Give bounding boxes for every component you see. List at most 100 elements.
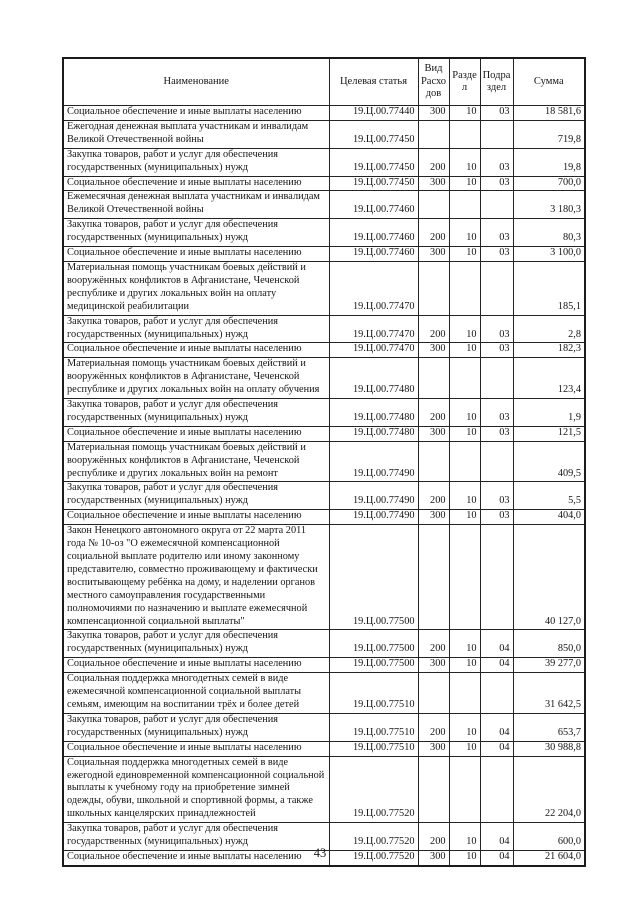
- cell-name: Закупка товаров, работ и услуг для обесп…: [62, 218, 330, 248]
- cell-target-article: 19.Ц.00.77480: [328, 357, 419, 400]
- cell-name: Закупка товаров, работ и услуг для обесп…: [62, 822, 330, 851]
- cell-expense-type: 200: [417, 629, 450, 659]
- table-row: Материальная помощь участникам боевых де…: [62, 440, 586, 483]
- cell-section: [448, 260, 481, 316]
- cell-name: Социальная поддержка многодетных семей в…: [62, 755, 330, 824]
- cell-section: 10: [448, 740, 481, 757]
- cell-subsection: [479, 524, 514, 631]
- table-row: Закупка товаров, работ и услуг для обесп…: [62, 822, 586, 851]
- cell-expense-type: [417, 119, 450, 149]
- cell-target-article: 19.Ц.00.77500: [328, 629, 419, 659]
- cell-target-article: 19.Ц.00.77490: [328, 509, 419, 526]
- cell-subsection: 03: [479, 509, 514, 526]
- cell-section: [448, 672, 481, 714]
- cell-section: 10: [448, 175, 481, 192]
- cell-subsection: 03: [479, 481, 514, 511]
- cell-target-article: 19.Ц.00.77510: [328, 740, 419, 757]
- cell-amount: 18 581,6: [512, 105, 586, 121]
- cell-name: Материальная помощь участникам боевых де…: [62, 440, 330, 483]
- cell-expense-type: 200: [417, 712, 450, 742]
- table-row: Социальное обеспечение и иные выплаты на…: [62, 849, 586, 867]
- table-row: Материальная помощь участникам боевых де…: [62, 260, 586, 316]
- cell-expense-type: 200: [417, 147, 450, 177]
- cell-subsection: 03: [479, 314, 514, 344]
- cell-subsection: [479, 190, 514, 220]
- cell-name: Закупка товаров, работ и услуг для обесп…: [62, 481, 330, 511]
- cell-amount: 1,9: [512, 398, 586, 427]
- cell-amount: 700,0: [512, 175, 586, 192]
- cell-expense-type: 300: [417, 509, 450, 526]
- table-row: Закупка товаров, работ и услуг для обесп…: [62, 147, 586, 177]
- cell-expense-type: [417, 357, 450, 400]
- cell-name: Закупка товаров, работ и услуг для обесп…: [62, 712, 330, 742]
- cell-expense-type: 200: [417, 218, 450, 248]
- table-row: Социальная поддержка многодетных семей в…: [62, 755, 586, 824]
- cell-expense-type: 300: [417, 657, 450, 674]
- table-row: Закупка товаров, работ и услуг для обесп…: [62, 218, 586, 248]
- cell-subsection: 03: [479, 398, 514, 427]
- cell-amount: 30 988,8: [512, 740, 586, 757]
- table-row: Социальное обеспечение и иные выплаты на…: [62, 105, 586, 121]
- cell-name: Социальное обеспечение и иные выплаты на…: [62, 425, 330, 442]
- table-row: Закон Ненецкого автономного округа от 22…: [62, 524, 586, 631]
- table-row: Социальное обеспечение и иные выплаты на…: [62, 657, 586, 674]
- cell-name: Социальная поддержка многодетных семей в…: [62, 672, 330, 714]
- cell-subsection: 04: [479, 740, 514, 757]
- column-header-expense-type: Вид Расходов: [417, 57, 450, 106]
- cell-name: Закупка товаров, работ и услуг для обесп…: [62, 629, 330, 659]
- table-row: Ежегодная денежная выплата участникам и …: [62, 119, 586, 149]
- cell-expense-type: [417, 755, 450, 824]
- cell-expense-type: 300: [417, 105, 450, 121]
- table-row: Социальное обеспечение и иные выплаты на…: [62, 246, 586, 262]
- cell-subsection: 04: [479, 822, 514, 851]
- cell-target-article: 19.Ц.00.77460: [328, 190, 419, 220]
- cell-amount: 19,8: [512, 147, 586, 177]
- cell-name: Ежегодная денежная выплата участникам и …: [62, 119, 330, 149]
- cell-expense-type: 300: [417, 246, 450, 262]
- cell-subsection: 03: [479, 105, 514, 121]
- cell-expense-type: 200: [417, 481, 450, 511]
- cell-amount: 31 642,5: [512, 672, 586, 714]
- cell-subsection: [479, 260, 514, 316]
- column-header-subsection: Подраздел: [479, 57, 514, 106]
- table-row: Закупка товаров, работ и услуг для обесп…: [62, 629, 586, 659]
- cell-expense-type: [417, 672, 450, 714]
- cell-target-article: 19.Ц.00.77480: [328, 398, 419, 427]
- table-row: Социальное обеспечение и иные выплаты на…: [62, 175, 586, 192]
- cell-target-article: 19.Ц.00.77470: [328, 260, 419, 316]
- cell-section: [448, 119, 481, 149]
- cell-section: 10: [448, 218, 481, 248]
- cell-target-article: 19.Ц.00.77470: [328, 342, 419, 359]
- cell-subsection: [479, 672, 514, 714]
- cell-amount: 21 604,0: [512, 849, 586, 867]
- cell-amount: 3 180,3: [512, 190, 586, 220]
- cell-target-article: 19.Ц.00.77500: [328, 524, 419, 631]
- cell-section: 10: [448, 712, 481, 742]
- cell-section: [448, 357, 481, 400]
- cell-name: Закупка товаров, работ и услуг для обесп…: [62, 147, 330, 177]
- cell-amount: 121,5: [512, 425, 586, 442]
- cell-section: 10: [448, 425, 481, 442]
- cell-name: Материальная помощь участникам боевых де…: [62, 357, 330, 400]
- cell-section: [448, 440, 481, 483]
- cell-subsection: 03: [479, 175, 514, 192]
- cell-section: 10: [448, 314, 481, 344]
- cell-section: 10: [448, 246, 481, 262]
- cell-subsection: 03: [479, 342, 514, 359]
- cell-section: 10: [448, 629, 481, 659]
- cell-subsection: [479, 755, 514, 824]
- cell-subsection: 03: [479, 218, 514, 248]
- cell-amount: 80,3: [512, 218, 586, 248]
- cell-expense-type: 300: [417, 175, 450, 192]
- cell-section: [448, 524, 481, 631]
- cell-name: Закупка товаров, работ и услуг для обесп…: [62, 314, 330, 344]
- cell-target-article: 19.Ц.00.77520: [328, 755, 419, 824]
- cell-name: Социальное обеспечение и иные выплаты на…: [62, 175, 330, 192]
- cell-subsection: 03: [479, 246, 514, 262]
- cell-expense-type: 200: [417, 398, 450, 427]
- cell-subsection: 03: [479, 147, 514, 177]
- cell-amount: 5,5: [512, 481, 586, 511]
- cell-target-article: 19.Ц.00.77490: [328, 440, 419, 483]
- cell-name: Закупка товаров, работ и услуг для обесп…: [62, 398, 330, 427]
- cell-section: 10: [448, 509, 481, 526]
